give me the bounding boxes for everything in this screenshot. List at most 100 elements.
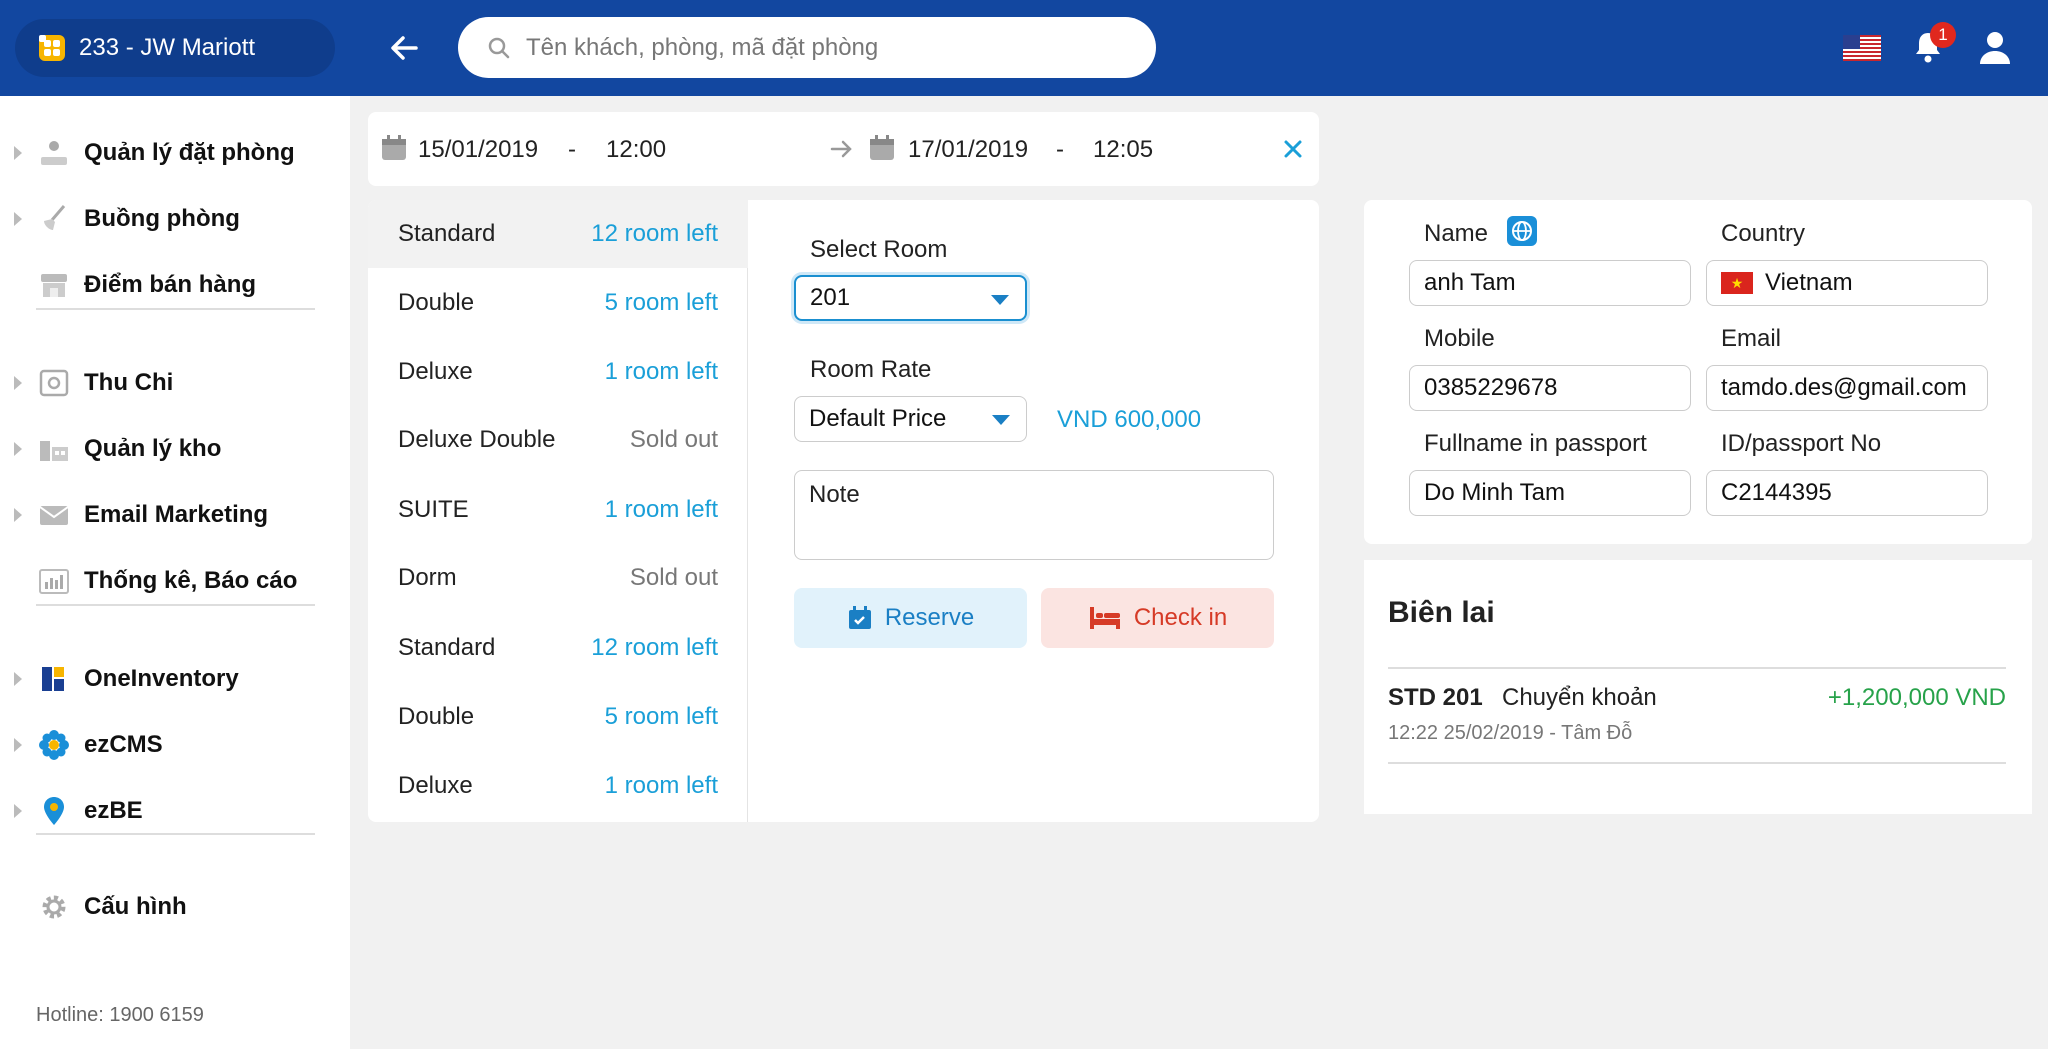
sidebar-item-label: Quản lý đặt phòng — [84, 139, 295, 166]
room-type: Standard — [398, 220, 496, 247]
checkin-button[interactable]: Check in — [1041, 588, 1274, 648]
sidebar-divider — [36, 833, 315, 835]
room-number-select[interactable]: 201 — [794, 275, 1027, 321]
date-range-bar: 15/01/2019 - 12:00 17/01/2019 - 12:05 — [368, 112, 1319, 186]
note-input[interactable] — [794, 470, 1274, 560]
sidebar-item-reports[interactable]: Thống kê, Báo cáo — [0, 556, 350, 606]
email-field[interactable]: tamdo.des@gmail.com — [1706, 365, 1988, 411]
expand-caret-icon[interactable] — [14, 738, 22, 752]
top-bar: 233 - JW Mariott 1 — [0, 0, 2048, 96]
us-flag-icon[interactable] — [1843, 35, 1881, 61]
mobile-field[interactable]: 0385229678 — [1409, 365, 1691, 411]
selected-rate: Default Price — [809, 405, 947, 432]
checkin-button-label: Check in — [1133, 604, 1228, 631]
sidebar-item-finance[interactable]: Thu Chi — [0, 358, 350, 408]
warehouse-icon — [38, 433, 70, 465]
room-row[interactable]: Standard 12 room left — [368, 614, 748, 682]
receipt-room-code: STD 201 — [1388, 684, 1483, 711]
reserve-button[interactable]: Reserve — [794, 588, 1027, 648]
room-availability: 12 room left — [591, 634, 718, 661]
room-rate-select[interactable]: Default Price — [794, 396, 1027, 442]
calendar-check-icon — [848, 606, 871, 629]
sidebar-item-label: OneInventory — [84, 665, 239, 692]
globe-icon[interactable] — [1507, 216, 1537, 246]
search-bar[interactable] — [458, 17, 1156, 78]
receipt-divider — [1388, 667, 2006, 669]
sidebar-item-booking[interactable]: Quản lý đặt phòng — [0, 128, 350, 178]
expand-caret-icon[interactable] — [14, 804, 22, 818]
sidebar-divider — [36, 604, 315, 606]
room-row[interactable]: Dorm Sold out — [368, 544, 748, 612]
mobile-label: Mobile — [1424, 325, 1495, 352]
calendar-icon[interactable] — [868, 134, 896, 162]
room-row[interactable]: SUITE 1 room left — [368, 476, 748, 544]
close-icon[interactable] — [1282, 138, 1304, 160]
email-value: tamdo.des@gmail.com — [1721, 374, 1967, 401]
sidebar-item-label: Thống kê, Báo cáo — [84, 567, 298, 594]
room-type: SUITE — [398, 496, 469, 523]
hotel-selector[interactable]: 233 - JW Mariott — [15, 19, 335, 77]
room-row[interactable]: Deluxe 1 room left — [368, 338, 748, 406]
sidebar-item-label: Điểm bán hàng — [84, 271, 257, 298]
name-field[interactable]: anh Tam — [1409, 260, 1691, 306]
id-passport-field[interactable]: C2144395 — [1706, 470, 1988, 516]
expand-caret-icon[interactable] — [14, 212, 22, 226]
receipt-card: Biên lai STD 201 Chuyển khoản +1,200,000… — [1364, 560, 2032, 814]
ezcms-icon — [38, 729, 70, 761]
selected-room: 201 — [810, 284, 851, 311]
checkout-time[interactable]: 12:05 — [1093, 136, 1154, 163]
expand-caret-icon[interactable] — [14, 508, 22, 522]
name-label: Name — [1424, 220, 1489, 247]
checkin-date[interactable]: 15/01/2019 — [418, 136, 539, 163]
sidebar-item-pos[interactable]: Điểm bán hàng — [0, 260, 350, 310]
room-row[interactable]: Double 5 room left — [368, 269, 748, 337]
calendar-icon[interactable] — [380, 134, 408, 162]
room-type: Deluxe Double — [398, 426, 556, 453]
bar-chart-icon — [38, 565, 70, 597]
sidebar-item-oneinventory[interactable]: OneInventory — [0, 654, 350, 704]
store-icon — [38, 269, 70, 301]
sidebar-item-ezcms[interactable]: ezCMS — [0, 720, 350, 770]
mail-icon — [38, 499, 70, 531]
user-icon[interactable] — [1978, 30, 2012, 66]
sidebar-item-label: ezBE — [84, 797, 143, 824]
sidebar-item-label: Email Marketing — [84, 501, 269, 528]
dropdown-arrow-icon — [991, 295, 1009, 305]
expand-caret-icon[interactable] — [14, 376, 22, 390]
room-availability: 1 room left — [604, 358, 718, 385]
checkin-time[interactable]: 12:00 — [606, 136, 667, 163]
room-row[interactable]: Deluxe Double Sold out — [368, 406, 748, 474]
oneinventory-icon — [38, 663, 70, 695]
room-type: Standard — [398, 634, 496, 661]
room-availability: 1 room left — [604, 772, 718, 799]
expand-caret-icon[interactable] — [14, 442, 22, 456]
vietnam-flag-icon: ★ — [1721, 272, 1753, 294]
receipt-amount: +1,200,000 VND — [1827, 684, 2006, 711]
room-type: Deluxe — [398, 358, 473, 385]
room-row[interactable]: Deluxe 1 room left — [368, 752, 748, 820]
sidebar-item-label: ezCMS — [84, 731, 163, 758]
room-row[interactable]: Standard 12 room left — [368, 200, 748, 268]
back-arrow-icon[interactable] — [386, 30, 422, 66]
room-availability: Sold out — [629, 564, 718, 591]
sidebar-item-inventory[interactable]: Quản lý kho — [0, 424, 350, 474]
sidebar-item-email-marketing[interactable]: Email Marketing — [0, 490, 350, 540]
hotel-logo-icon — [39, 35, 65, 61]
checkout-date[interactable]: 17/01/2019 — [908, 136, 1029, 163]
safe-icon — [38, 367, 70, 399]
sidebar-item-ezbe[interactable]: ezBE — [0, 786, 350, 836]
sidebar-item-settings[interactable]: Cấu hình — [0, 882, 350, 932]
country-field[interactable]: ★ Vietnam — [1706, 260, 1988, 306]
room-rate-label: Room Rate — [810, 356, 932, 383]
sidebar-item-housekeeping[interactable]: Buồng phòng — [0, 194, 350, 244]
fullname-field[interactable]: Do Minh Tam — [1409, 470, 1691, 516]
guest-info-card — [1364, 200, 2032, 544]
mobile-value: 0385229678 — [1424, 374, 1558, 401]
search-input[interactable] — [526, 33, 1126, 62]
broom-icon — [38, 203, 70, 235]
dropdown-arrow-icon — [992, 415, 1010, 425]
expand-caret-icon[interactable] — [14, 672, 22, 686]
email-label: Email — [1721, 325, 1782, 352]
expand-caret-icon[interactable] — [14, 146, 22, 160]
room-row[interactable]: Double 5 room left — [368, 683, 748, 751]
